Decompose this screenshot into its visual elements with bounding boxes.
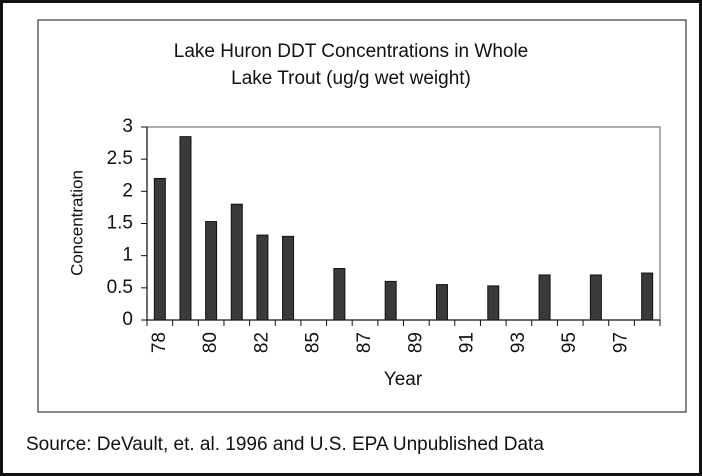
y-tick-label: 2.5	[107, 148, 133, 169]
x-tick-label: 82	[251, 332, 272, 353]
bar	[205, 221, 218, 321]
x-tick-label: 78	[149, 332, 170, 353]
x-tick-label: 85	[303, 332, 324, 353]
bar	[641, 272, 654, 321]
x-tick-label: 89	[405, 332, 426, 353]
bar	[153, 177, 166, 321]
y-tick-label: 3	[122, 116, 133, 137]
bar	[333, 268, 346, 321]
x-tick-label: 91	[457, 332, 478, 353]
y-tick-label: 1.5	[107, 213, 133, 234]
bar	[435, 284, 448, 321]
chart-title: Lake Trout (ug/g wet weight)	[231, 68, 471, 89]
y-tick-label: 2	[122, 180, 133, 201]
bar	[256, 234, 269, 321]
x-tick-label: 87	[354, 332, 375, 353]
x-tick-label: 95	[559, 332, 580, 353]
bar	[538, 274, 551, 321]
chart-title: Lake Huron DDT Concentrations in Whole	[174, 41, 529, 62]
chart-frame	[37, 19, 687, 413]
x-tick-label: 97	[611, 332, 632, 353]
source-note: Source: DeVault, et. al. 1996 and U.S. E…	[26, 434, 544, 455]
y-tick-label: 0.5	[107, 277, 133, 298]
x-axis-label: Year	[384, 369, 423, 390]
y-tick-label: 1	[122, 245, 133, 266]
x-tick-label: 80	[200, 332, 221, 353]
bar	[589, 274, 602, 321]
bar	[487, 285, 500, 321]
y-axis-label: Concentration	[67, 170, 86, 276]
bar	[384, 280, 397, 321]
bar	[179, 136, 192, 321]
y-tick-label: 0	[122, 309, 133, 330]
bar	[230, 203, 243, 321]
x-tick-label: 93	[508, 332, 529, 353]
bar	[282, 235, 295, 321]
